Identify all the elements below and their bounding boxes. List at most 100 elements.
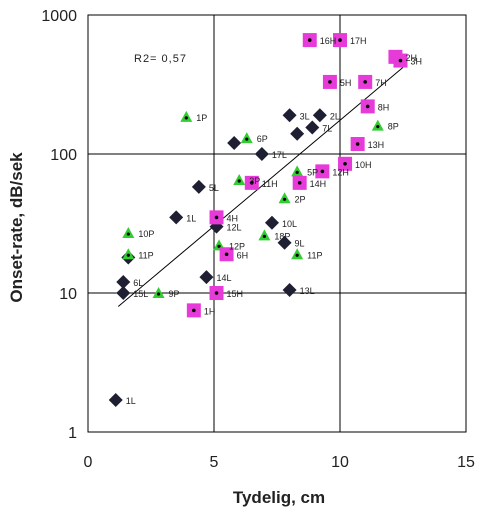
point-label: 5H [340,78,352,88]
y-tick-label: 10 [59,286,77,303]
y-tick-label: 1000 [41,8,77,25]
point-label: 17H [350,36,367,46]
square-point-dot [363,80,368,84]
square-point-dot [343,162,347,166]
point-label: 12P [229,241,245,251]
square-point-dot [320,169,325,174]
square-point-dot [365,104,370,109]
point-label: 4H [227,213,239,223]
diamond-point [290,126,305,141]
point-label: 12H [332,167,349,177]
point-label: 3L [300,111,310,121]
diamond-point [305,120,320,135]
diamond-point [169,210,184,225]
x-axis-title: Tydelig, cm [233,488,325,507]
diamond-point [282,283,297,298]
triangle-point-dot [295,253,299,257]
triangle-point-dot [245,137,249,141]
point-label: 10P [138,229,154,239]
point-label: 16H [320,36,337,46]
point-label: 6H [237,250,249,260]
x-tick-label: 15 [457,454,475,471]
point-label: 11P [307,250,322,260]
square-point-dot [224,252,229,257]
point-label: 2L [330,111,340,121]
r2-annotation: R2= 0,57 [134,53,187,65]
diamond-point [108,392,123,407]
point-label: 11P [138,250,153,260]
point-label: 14H [310,179,327,189]
trendline-group [117,66,404,307]
triangle-point-dot [376,125,380,129]
point-label: 12L [227,223,242,233]
point-label: 3H [410,57,422,67]
tick-labels: 0 5 10 15 1 10 100 1000 [41,8,475,471]
point-label: 1L [126,396,136,406]
triangle-point-dot [262,234,266,238]
y-tick-label: 1 [68,425,77,442]
y-tick-label: 100 [50,147,77,164]
triangle-point-dot [184,116,188,120]
diamond-point [116,274,131,289]
point-label: 13L [300,286,315,296]
triangle-point-dot [295,170,299,174]
point-label: 6L [133,278,143,288]
point-label: 13H [368,140,385,150]
diamond-point [227,135,242,150]
point-label: 8H [378,102,390,112]
x-tick-label: 10 [331,454,349,471]
point-label: 8P [388,122,399,132]
diamond-point [312,108,327,123]
point-label: 3P [249,176,260,186]
diamond-point [116,286,131,300]
y-axis-title: Onset-rate, dB/sek [7,152,26,303]
point-label: 15L [133,289,148,299]
triangle-point-dot [217,244,221,249]
point-label: 1H [204,306,216,316]
point-label: 17L [272,150,287,160]
point-label: 5P [307,167,318,177]
point-label: 6P [257,134,268,144]
point-label: 2P [295,194,306,204]
square-point-dot [307,38,312,42]
grid-lines [87,14,467,433]
square-point-dot [250,181,254,185]
point-label: 18P [274,231,290,241]
plot-frame [87,14,467,433]
diamond-point [264,215,279,230]
square-point-dot [214,291,219,295]
diamond-point [191,179,206,194]
x-tick-label: 0 [84,454,93,471]
square-point-dot [328,80,332,84]
point-label: 7H [375,78,387,88]
point-label: 9P [169,289,180,299]
diamond-point [199,270,214,285]
x-tick-label: 5 [210,454,219,471]
point-label: 7L [322,124,332,134]
point-label: 2H [405,53,417,63]
square-point-dot [338,38,342,42]
point-label: 10H [355,160,372,170]
trendline [117,66,404,307]
triangle-point-dot [282,197,287,201]
point-label: 1L [186,213,196,223]
triangle-point-dot [126,232,130,236]
point-label: 1P [196,113,207,123]
square-point-dot [214,215,219,220]
point-label: 5L [209,183,219,193]
square-point-dot [192,308,196,313]
square-point-dot [355,142,360,146]
triangle-point-dot [126,253,130,257]
point-label: 14L [216,273,231,283]
diamond-point [282,108,297,123]
square-point-dot [297,181,302,185]
point-label: 15H [227,289,244,299]
point-label: 9L [295,239,305,249]
triangle-point-dot [156,292,161,296]
diamond-point [254,147,269,161]
point-label: 10L [282,219,297,229]
point-label: 11H [262,179,278,189]
data-points [108,33,408,407]
